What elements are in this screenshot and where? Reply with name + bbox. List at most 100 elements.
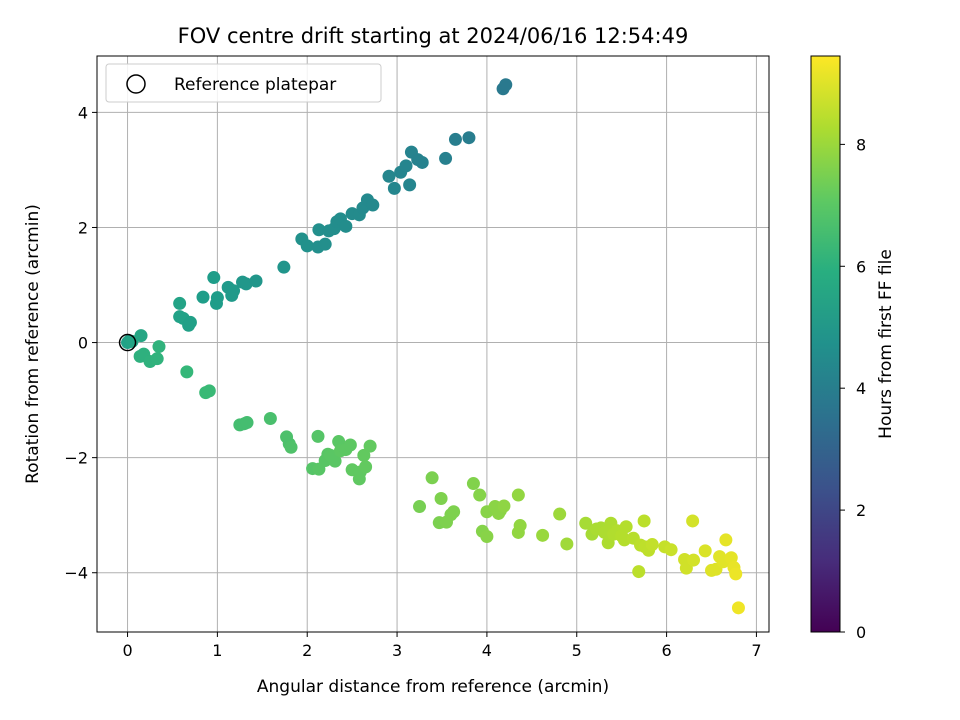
scatter-point: [632, 565, 646, 579]
scatter-point: [480, 529, 494, 543]
scatter-point: [664, 543, 678, 557]
scatter-point: [312, 223, 326, 237]
scatter-point: [425, 471, 439, 485]
scatter-point: [619, 520, 633, 534]
scatter-point: [366, 198, 380, 212]
scatter-point: [363, 439, 377, 453]
x-axis-ticks: 0 1 2 3 4 5 6 7: [122, 632, 762, 660]
scatter-point: [277, 260, 291, 274]
x-axis-label: Angular distance from reference (arcmin): [257, 677, 609, 697]
scatter-point: [553, 507, 567, 521]
scatter-point: [536, 528, 550, 542]
scatter-point: [150, 352, 164, 366]
scatter-point: [687, 553, 701, 567]
scatter-point: [447, 505, 461, 519]
colorbar-label: Hours from first FF file: [876, 249, 896, 439]
scatter-point: [415, 155, 429, 169]
scatter-point: [462, 131, 476, 145]
scatter-point: [196, 290, 210, 304]
scatter-point: [357, 448, 371, 462]
scatter-point: [579, 516, 593, 530]
plot-background: [97, 56, 769, 632]
scatter-point: [637, 514, 651, 528]
plot-frame: [96, 55, 770, 633]
x-tick-label: 4: [482, 641, 492, 660]
x-tick-label: 1: [212, 641, 222, 660]
scatter-point: [210, 291, 224, 305]
scatter-point: [134, 329, 148, 343]
x-tick-label: 0: [122, 641, 132, 660]
scatter-point: [466, 477, 480, 491]
colorbar-gradient: [810, 55, 841, 633]
chart-title: FOV centre drift starting at 2024/06/16 …: [178, 24, 689, 48]
y-tick-label: 4: [78, 103, 88, 122]
colorbar-tick-label: 0: [856, 623, 866, 642]
colorbar-ticks: 0 2 4 6 8: [840, 135, 866, 642]
legend: Reference platepar: [105, 63, 382, 103]
scatter-point: [387, 181, 401, 195]
scatter-point: [207, 271, 221, 285]
scatter-point: [686, 514, 700, 528]
plot-area: 0 1 2 3 4 5 6 7 −4 −2 0 2 4: [64, 55, 770, 660]
x-tick-label: 2: [302, 641, 312, 660]
scatter-point: [645, 538, 659, 552]
y-tick-label: 0: [78, 334, 88, 353]
scatter-point: [240, 416, 254, 430]
y-tick-label: −2: [64, 449, 88, 468]
scatter-point: [729, 567, 743, 581]
reference-platepar-marker: [118, 333, 137, 352]
colorbar-tick-label: 4: [856, 379, 866, 398]
y-tick-label: 2: [78, 218, 88, 237]
scatter-point: [448, 132, 462, 146]
y-tick-label: −4: [64, 564, 88, 583]
legend-box: [105, 63, 382, 103]
scatter-point: [513, 519, 527, 533]
colorbar: 0 2 4 6 8 Hours from first FF file: [810, 55, 896, 642]
scatter-point: [183, 315, 197, 329]
scatter-point: [434, 492, 448, 506]
scatter-point: [413, 500, 427, 514]
scatter-point: [719, 533, 733, 547]
scatter-point: [263, 412, 277, 426]
scatter-point: [300, 239, 314, 253]
x-tick-label: 7: [751, 641, 761, 660]
legend-reference-marker: [126, 74, 146, 94]
scatter-point: [359, 460, 373, 474]
scatter-point: [152, 340, 166, 354]
y-axis-label: Rotation from reference (arcmin): [23, 204, 43, 484]
legend-label-reference-platepar: Reference platepar: [174, 75, 336, 95]
scatter-point: [239, 277, 253, 291]
scatter-point: [399, 159, 413, 173]
scatter-point: [497, 499, 511, 513]
scatter-point: [339, 219, 353, 233]
scatter-point: [724, 551, 738, 565]
scatter-point: [382, 169, 396, 183]
scatter-point: [403, 178, 417, 192]
grid-lines: [97, 56, 769, 632]
scatter-point: [698, 544, 712, 558]
scatter-point: [202, 384, 216, 398]
x-tick-label: 5: [572, 641, 582, 660]
scatter-point: [249, 274, 263, 288]
scatter-point: [473, 488, 487, 502]
scatter-point: [173, 296, 187, 310]
scatter-point: [731, 601, 745, 615]
scatter-point: [439, 151, 453, 165]
colorbar-tick-label: 2: [856, 501, 866, 520]
scatter-points: [121, 78, 745, 615]
y-axis-ticks: −4 −2 0 2 4: [64, 103, 97, 583]
scatter-point: [318, 237, 332, 251]
scatter-point: [284, 440, 298, 454]
x-tick-label: 6: [661, 641, 671, 660]
x-tick-label: 3: [392, 641, 402, 660]
scatter-point: [343, 438, 357, 452]
scatter-point: [328, 454, 342, 468]
scatter-point: [499, 78, 513, 92]
colorbar-tick-label: 6: [856, 257, 866, 276]
colorbar-tick-label: 8: [856, 135, 866, 154]
scatter-point: [311, 429, 325, 443]
scatter-point: [227, 284, 241, 298]
scatter-point: [560, 537, 574, 551]
scatter-point: [511, 488, 525, 502]
